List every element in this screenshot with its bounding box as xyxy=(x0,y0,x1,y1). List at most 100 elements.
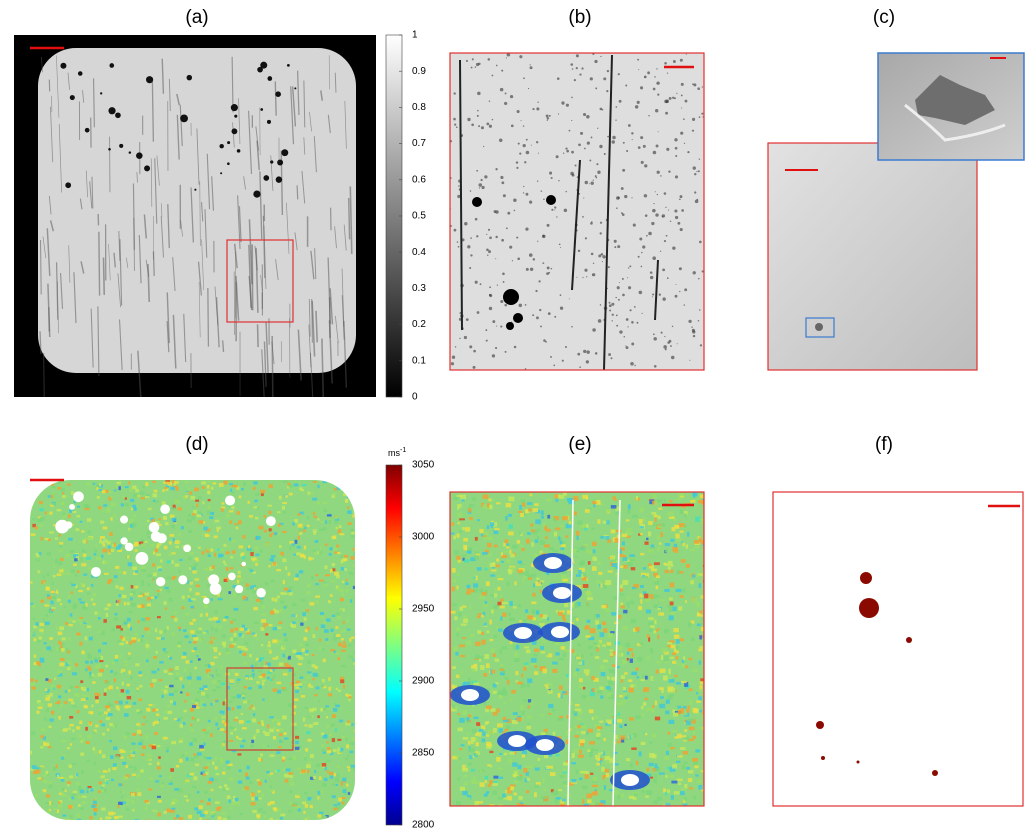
pixel xyxy=(311,576,314,579)
pixel xyxy=(485,654,489,659)
speckle xyxy=(609,302,611,304)
pixel xyxy=(282,558,286,562)
speckle xyxy=(612,314,614,316)
pixel xyxy=(65,554,70,558)
pixel xyxy=(562,579,568,582)
defect xyxy=(859,598,879,618)
pixel xyxy=(91,584,93,587)
speckle xyxy=(464,336,467,339)
pixel xyxy=(72,620,75,622)
speckle xyxy=(622,294,625,297)
pixel xyxy=(191,598,196,600)
pixel xyxy=(289,790,293,793)
pixel xyxy=(698,727,701,729)
pixel xyxy=(628,531,633,534)
pixel xyxy=(284,638,288,641)
pixel xyxy=(199,628,202,630)
pixel xyxy=(146,759,150,761)
pixel xyxy=(321,790,324,794)
pixel xyxy=(210,662,214,665)
pixel xyxy=(645,598,651,602)
speckle xyxy=(566,104,569,107)
pixel xyxy=(239,769,242,772)
pixel xyxy=(475,537,478,541)
pixel xyxy=(127,705,131,708)
pixel xyxy=(235,717,238,719)
pixel xyxy=(261,627,265,631)
pixel xyxy=(297,794,300,796)
pixel xyxy=(292,603,296,606)
pixel xyxy=(305,629,308,632)
pixel xyxy=(218,554,222,558)
pixel xyxy=(456,633,458,637)
pixel xyxy=(256,638,258,640)
pixel xyxy=(273,627,278,630)
pixel xyxy=(223,701,225,705)
pore xyxy=(220,172,222,174)
pixel xyxy=(106,613,108,617)
speckle xyxy=(545,341,547,343)
pixel xyxy=(349,638,351,642)
speckle xyxy=(618,73,620,75)
pixel xyxy=(695,774,698,776)
pixel xyxy=(283,633,286,636)
pixel xyxy=(699,538,701,543)
pixel xyxy=(686,564,690,568)
pixel xyxy=(105,665,108,668)
panel-label: (a) xyxy=(185,7,208,28)
speckle xyxy=(631,321,634,324)
speckle xyxy=(601,253,603,255)
pixel xyxy=(481,725,485,729)
speckle xyxy=(572,68,574,70)
speckle xyxy=(600,232,602,234)
speckle xyxy=(600,304,602,306)
speckle xyxy=(526,193,529,196)
pixel xyxy=(122,802,126,805)
pixel xyxy=(73,791,78,793)
pixel xyxy=(606,686,611,690)
pixel xyxy=(128,652,131,655)
pixel xyxy=(134,767,137,771)
speckle xyxy=(506,57,507,58)
pixel xyxy=(132,486,136,490)
pixel xyxy=(328,693,332,696)
pixel xyxy=(288,703,293,707)
pixel xyxy=(654,764,657,769)
speckle xyxy=(475,66,476,67)
pixel xyxy=(301,769,306,773)
speckle xyxy=(535,290,537,292)
pixel xyxy=(305,676,310,679)
speckle xyxy=(571,151,574,154)
pixel xyxy=(674,675,677,677)
pixel xyxy=(216,620,220,623)
pixel xyxy=(504,753,508,756)
pixel xyxy=(88,531,91,535)
pixel xyxy=(639,508,643,513)
void xyxy=(508,735,526,747)
pixel xyxy=(285,566,287,570)
speckle xyxy=(478,183,482,187)
speckle xyxy=(616,314,618,316)
pixel xyxy=(223,561,226,564)
speckle xyxy=(612,136,616,140)
pixel xyxy=(535,768,540,771)
pixel xyxy=(620,593,624,596)
pixel xyxy=(293,802,298,805)
pixel xyxy=(216,773,220,775)
pixel xyxy=(533,617,536,620)
speckle xyxy=(616,106,618,108)
pixel xyxy=(329,601,332,603)
pixel xyxy=(527,502,532,505)
speckle xyxy=(665,112,668,115)
pixel xyxy=(338,657,340,660)
pixel xyxy=(524,663,529,665)
pixel xyxy=(189,552,194,555)
pixel xyxy=(505,516,507,521)
speckle xyxy=(581,67,583,69)
pixel xyxy=(280,814,285,816)
speckle xyxy=(615,297,616,298)
pixel xyxy=(81,530,84,532)
pixel xyxy=(68,805,72,809)
pixel xyxy=(156,651,158,654)
speckle xyxy=(501,181,504,184)
